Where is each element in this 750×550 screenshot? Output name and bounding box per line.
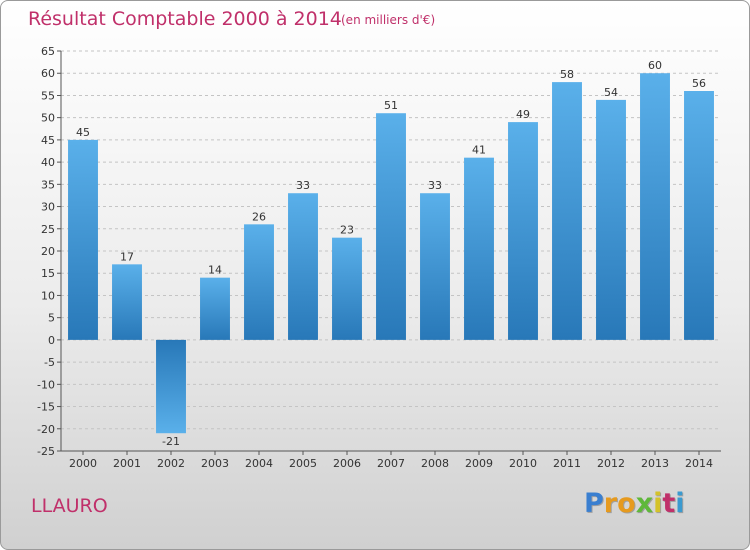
bar [684,91,714,340]
data-label: -21 [162,435,180,448]
proxiti-logo: Proxiti [584,488,685,519]
data-label: 17 [120,250,134,263]
data-label: 54 [604,86,618,99]
y-tick-label: 20 [41,245,55,258]
y-tick-label: -10 [37,378,55,391]
bar [376,113,406,340]
x-tick-label: 2008 [421,457,449,470]
data-label: 26 [252,210,266,223]
data-label: 56 [692,77,706,90]
y-tick-label: 60 [41,67,55,80]
bar [288,193,318,340]
bar [156,339,186,434]
bar [244,224,274,340]
y-tick-label: 65 [41,45,55,58]
y-tick-label: 35 [41,178,55,191]
bar [420,193,450,340]
logo-letter: i [653,488,663,519]
bar [68,139,98,340]
logo-letter: x [635,488,654,519]
x-tick-label: 2003 [201,457,229,470]
y-tick-label: 5 [48,312,55,325]
x-tick-label: 2005 [289,457,317,470]
y-tick-label: 0 [48,334,55,347]
chart-title: Résultat Comptable 2000 à 2014 [28,8,342,30]
x-tick-label: 2009 [465,457,493,470]
logo-letter: P [584,488,604,519]
y-tick-label: -20 [37,423,55,436]
x-tick-label: 2011 [553,457,581,470]
bar [508,122,538,340]
data-label: 41 [472,144,486,157]
y-tick-label: -15 [37,401,55,414]
y-tick-label: 50 [41,112,55,125]
x-tick-label: 2012 [597,457,625,470]
x-tick-label: 2007 [377,457,405,470]
commune-name: LLAURO [31,495,108,517]
data-label: 45 [76,126,90,139]
bar [332,237,362,340]
x-tick-label: 2013 [641,457,669,470]
y-tick-label: 10 [41,289,55,302]
x-tick-label: 2014 [685,457,713,470]
y-tick-label: -5 [44,356,55,369]
data-label: 14 [208,264,222,277]
data-label: 60 [648,59,662,72]
data-label: 33 [296,179,310,192]
y-tick-label: 15 [41,267,55,280]
bar [112,264,142,340]
x-tick-label: 2000 [69,457,97,470]
logo-letter: i [675,488,685,519]
bar [200,277,230,340]
bar [552,82,582,340]
label-layer: 65605550454035302520151050-5-10-15-20-25… [37,45,713,470]
logo-letter: r [603,488,618,519]
y-tick-label: -25 [37,445,55,458]
logo-letter: t [662,488,676,519]
y-tick-label: 25 [41,223,55,236]
y-tick-label: 30 [41,201,55,214]
y-tick-label: 45 [41,134,55,147]
data-label: 23 [340,224,354,237]
bar [640,73,670,340]
x-tick-label: 2002 [157,457,185,470]
bar [596,99,626,340]
x-tick-label: 2006 [333,457,361,470]
bar [464,157,494,340]
data-label: 33 [428,179,442,192]
y-tick-label: 55 [41,89,55,102]
bar-layer [68,73,714,434]
chart-subtitle: (en milliers d'€) [341,13,436,27]
y-tick-label: 40 [41,156,55,169]
data-label: 58 [560,68,574,81]
data-label: 49 [516,108,530,121]
x-tick-label: 2001 [113,457,141,470]
x-tick-label: 2010 [509,457,537,470]
x-tick-label: 2004 [245,457,273,470]
logo-letter: o [617,488,636,519]
data-label: 51 [384,99,398,112]
